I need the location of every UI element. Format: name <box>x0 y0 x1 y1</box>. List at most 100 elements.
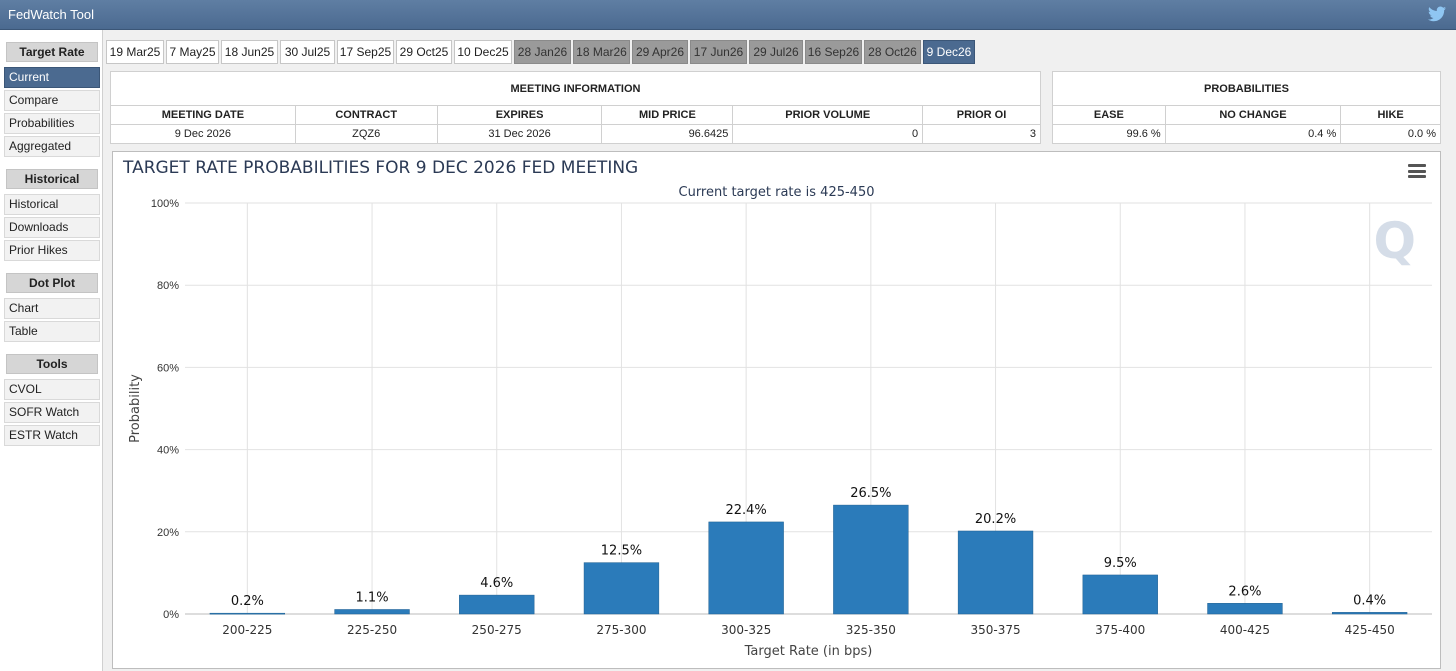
bar <box>708 521 784 615</box>
column-header: EASE <box>1052 105 1166 125</box>
y-tick-label: 100% <box>151 198 179 210</box>
tab-meeting[interactable]: 19 Mar25 <box>106 40 164 64</box>
bar <box>1207 603 1283 615</box>
bar <box>957 530 1034 615</box>
bar <box>334 609 410 615</box>
bar <box>583 562 660 615</box>
x-tick-label: 200-225 <box>222 623 272 637</box>
column-header: MID PRICE <box>601 105 734 125</box>
tab-meeting[interactable]: 16 Sep26 <box>805 40 862 64</box>
x-tick-label: 325-350 <box>846 623 896 637</box>
data-label: 26.5% <box>850 486 891 501</box>
tab-meeting[interactable]: 29 Oct25 <box>396 40 452 64</box>
tab-meeting-active[interactable]: 9 Dec26 <box>923 40 975 64</box>
y-tick-label: 20% <box>157 527 179 539</box>
chart-subtitle: Current target rate is 425-450 <box>678 185 875 200</box>
x-tick-label: 300-325 <box>721 623 771 637</box>
probabilities-header: PROBABILITIES <box>1052 71 1441 106</box>
meeting-info-header: MEETING INFORMATION <box>110 71 1041 106</box>
sidebar-group-dot-plot: Dot Plot <box>6 273 98 293</box>
contract-cell: ZQZ6 <box>294 124 438 144</box>
x-tick-label: 425-450 <box>1345 623 1395 637</box>
hike-cell: 0.0 % <box>1340 124 1441 144</box>
x-tick-label: 400-425 <box>1220 623 1270 637</box>
chart-title: TARGET RATE PROBABILITIES FOR 9 DEC 2026… <box>123 158 639 178</box>
app-title: FedWatch Tool <box>8 7 94 22</box>
chart-container: TARGET RATE PROBABILITIES FOR 9 DEC 2026… <box>112 151 1441 669</box>
column-header: MEETING DATE <box>110 105 296 125</box>
data-label: 4.6% <box>480 576 513 591</box>
no-change-cell: 0.4 % <box>1164 124 1342 144</box>
column-header: NO CHANGE <box>1164 105 1342 125</box>
data-label: 12.5% <box>601 544 642 559</box>
bar <box>1082 574 1158 615</box>
sidebar-item-chart[interactable]: Chart <box>4 298 100 319</box>
mid-price-cell: 96.6425 <box>601 124 734 144</box>
sidebar-item-compare[interactable]: Compare <box>4 90 100 111</box>
sidebar-item-current[interactable]: Current <box>4 67 100 88</box>
x-axis-title: Target Rate (in bps) <box>744 644 873 659</box>
sidebar-item-historical[interactable]: Historical <box>4 194 100 215</box>
x-tick-label: 225-250 <box>347 623 397 637</box>
bar <box>1331 612 1408 615</box>
y-tick-label: 40% <box>157 445 179 457</box>
y-tick-label: 0% <box>163 609 179 621</box>
tab-meeting[interactable]: 29 Jul26 <box>749 40 803 64</box>
tab-meeting[interactable]: 29 Apr26 <box>632 40 688 64</box>
sidebar-group-target-rate: Target Rate <box>6 42 98 62</box>
column-header: CONTRACT <box>294 105 438 125</box>
bar <box>459 594 535 615</box>
data-label: 22.4% <box>725 503 766 518</box>
tab-meeting[interactable]: 28 Jan26 <box>514 40 571 64</box>
bar <box>209 612 286 615</box>
sidebar-item-downloads[interactable]: Downloads <box>4 217 100 238</box>
tab-meeting[interactable]: 10 Dec25 <box>454 40 512 64</box>
prior-oi-cell: 3 <box>922 124 1041 144</box>
probability-bar-chart: 0% 20% 40% 60% 80% 100% 0.2% 200-225 1.1% 225-250… <box>128 198 1432 659</box>
sidebar-group-historical: Historical <box>6 169 98 189</box>
sidebar-item-aggregated[interactable]: Aggregated <box>4 136 100 157</box>
tab-meeting[interactable]: 17 Sep25 <box>337 40 394 64</box>
ease-cell: 99.6 % <box>1052 124 1166 144</box>
tab-meeting[interactable]: 30 Jul25 <box>280 40 335 64</box>
meeting-date-cell: 9 Dec 2026 <box>110 124 296 144</box>
y-axis-title: Probability <box>128 374 143 443</box>
expires-cell: 31 Dec 2026 <box>436 124 603 144</box>
sidebar: Target Rate Current Compare Probabilitie… <box>0 30 102 671</box>
data-label: 9.5% <box>1104 556 1137 571</box>
top-bar: FedWatch Tool <box>0 0 1456 30</box>
main-panel: 19 Mar25 7 May25 18 Jun25 30 Jul25 17 Se… <box>102 30 1456 671</box>
quikstrike-logo-icon: Q <box>1373 212 1416 270</box>
sidebar-group-tools: Tools <box>6 354 98 374</box>
sidebar-item-prior-hikes[interactable]: Prior Hikes <box>4 240 100 261</box>
data-label: 0.4% <box>1353 593 1386 608</box>
meeting-info-table: MEETING INFORMATION MEETING DATE CONTRAC… <box>110 71 1041 144</box>
column-header: PRIOR VOLUME <box>732 105 924 125</box>
data-label: 20.2% <box>975 512 1016 527</box>
twitter-icon[interactable] <box>1428 6 1446 22</box>
probabilities-table: PROBABILITIES EASE NO CHANGE HIKE 99.6 %… <box>1052 71 1441 144</box>
sidebar-item-table[interactable]: Table <box>4 321 100 342</box>
sidebar-item-cvol[interactable]: CVOL <box>4 379 100 400</box>
column-header: EXPIRES <box>436 105 603 125</box>
tab-meeting[interactable]: 18 Mar26 <box>573 40 630 64</box>
data-label: 0.2% <box>231 594 264 609</box>
column-header: PRIOR OI <box>922 105 1041 125</box>
x-tick-label: 350-375 <box>970 623 1020 637</box>
sidebar-item-sofr-watch[interactable]: SOFR Watch <box>4 402 100 423</box>
sidebar-item-estr-watch[interactable]: ESTR Watch <box>4 425 100 446</box>
data-label: 2.6% <box>1228 584 1261 599</box>
sidebar-item-probabilities[interactable]: Probabilities <box>4 113 100 134</box>
tab-meeting[interactable]: 7 May25 <box>166 40 219 64</box>
tab-meeting[interactable]: 28 Oct26 <box>864 40 921 64</box>
tab-meeting[interactable]: 17 Jun26 <box>690 40 747 64</box>
x-tick-label: 375-400 <box>1095 623 1145 637</box>
bar <box>833 504 909 615</box>
hamburger-menu-icon[interactable] <box>1408 164 1426 178</box>
x-tick-label: 275-300 <box>596 623 646 637</box>
column-header: HIKE <box>1340 105 1441 125</box>
y-tick-label: 60% <box>157 362 179 374</box>
tab-meeting[interactable]: 18 Jun25 <box>221 40 278 64</box>
prior-volume-cell: 0 <box>732 124 924 144</box>
data-label: 1.1% <box>356 590 389 605</box>
